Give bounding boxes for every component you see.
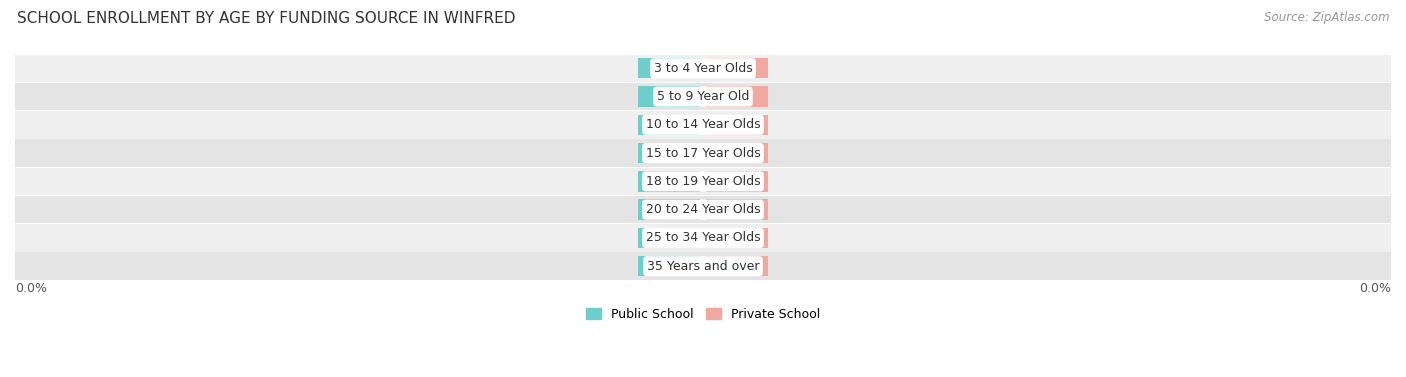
Text: 0.0%: 0.0% bbox=[723, 233, 752, 243]
Bar bbox=[638, 86, 700, 107]
Bar bbox=[706, 256, 768, 276]
Bar bbox=[706, 228, 768, 248]
Text: 18 to 19 Year Olds: 18 to 19 Year Olds bbox=[645, 175, 761, 188]
Text: 3 to 4 Year Olds: 3 to 4 Year Olds bbox=[654, 62, 752, 75]
Bar bbox=[706, 58, 768, 78]
Text: 15 to 17 Year Olds: 15 to 17 Year Olds bbox=[645, 147, 761, 159]
Text: 0.0%: 0.0% bbox=[654, 92, 683, 101]
Text: 0.0%: 0.0% bbox=[723, 148, 752, 158]
Text: 0.0%: 0.0% bbox=[723, 261, 752, 271]
Text: 0.0%: 0.0% bbox=[654, 261, 683, 271]
Bar bbox=[15, 253, 1391, 280]
Bar bbox=[15, 139, 1391, 167]
Bar bbox=[706, 143, 768, 163]
Text: 0.0%: 0.0% bbox=[723, 120, 752, 130]
Bar bbox=[638, 115, 700, 135]
Bar bbox=[638, 171, 700, 192]
Text: 20 to 24 Year Olds: 20 to 24 Year Olds bbox=[645, 203, 761, 216]
Bar bbox=[15, 111, 1391, 138]
Text: 0.0%: 0.0% bbox=[654, 120, 683, 130]
Text: 35 Years and over: 35 Years and over bbox=[647, 260, 759, 273]
Text: 5 to 9 Year Old: 5 to 9 Year Old bbox=[657, 90, 749, 103]
Bar bbox=[706, 199, 768, 220]
Text: 0.0%: 0.0% bbox=[654, 205, 683, 215]
Text: 0.0%: 0.0% bbox=[723, 205, 752, 215]
Text: 0.0%: 0.0% bbox=[15, 282, 46, 295]
Bar bbox=[638, 58, 700, 78]
Bar bbox=[638, 143, 700, 163]
Legend: Public School, Private School: Public School, Private School bbox=[581, 303, 825, 326]
Bar bbox=[638, 256, 700, 276]
Text: 0.0%: 0.0% bbox=[723, 92, 752, 101]
Bar bbox=[638, 228, 700, 248]
Bar bbox=[706, 115, 768, 135]
Text: 0.0%: 0.0% bbox=[654, 176, 683, 186]
Text: 0.0%: 0.0% bbox=[723, 63, 752, 73]
Bar bbox=[706, 171, 768, 192]
Text: 25 to 34 Year Olds: 25 to 34 Year Olds bbox=[645, 231, 761, 244]
Bar bbox=[15, 83, 1391, 110]
Text: 0.0%: 0.0% bbox=[654, 233, 683, 243]
Text: SCHOOL ENROLLMENT BY AGE BY FUNDING SOURCE IN WINFRED: SCHOOL ENROLLMENT BY AGE BY FUNDING SOUR… bbox=[17, 11, 516, 26]
Bar bbox=[15, 224, 1391, 252]
Bar bbox=[706, 86, 768, 107]
Bar bbox=[15, 168, 1391, 195]
Text: 0.0%: 0.0% bbox=[1360, 282, 1391, 295]
Text: 10 to 14 Year Olds: 10 to 14 Year Olds bbox=[645, 118, 761, 131]
Bar bbox=[15, 55, 1391, 82]
Text: 0.0%: 0.0% bbox=[654, 148, 683, 158]
Text: 0.0%: 0.0% bbox=[723, 176, 752, 186]
Bar bbox=[638, 199, 700, 220]
Text: 0.0%: 0.0% bbox=[654, 63, 683, 73]
Text: Source: ZipAtlas.com: Source: ZipAtlas.com bbox=[1264, 11, 1389, 24]
Bar bbox=[15, 196, 1391, 223]
